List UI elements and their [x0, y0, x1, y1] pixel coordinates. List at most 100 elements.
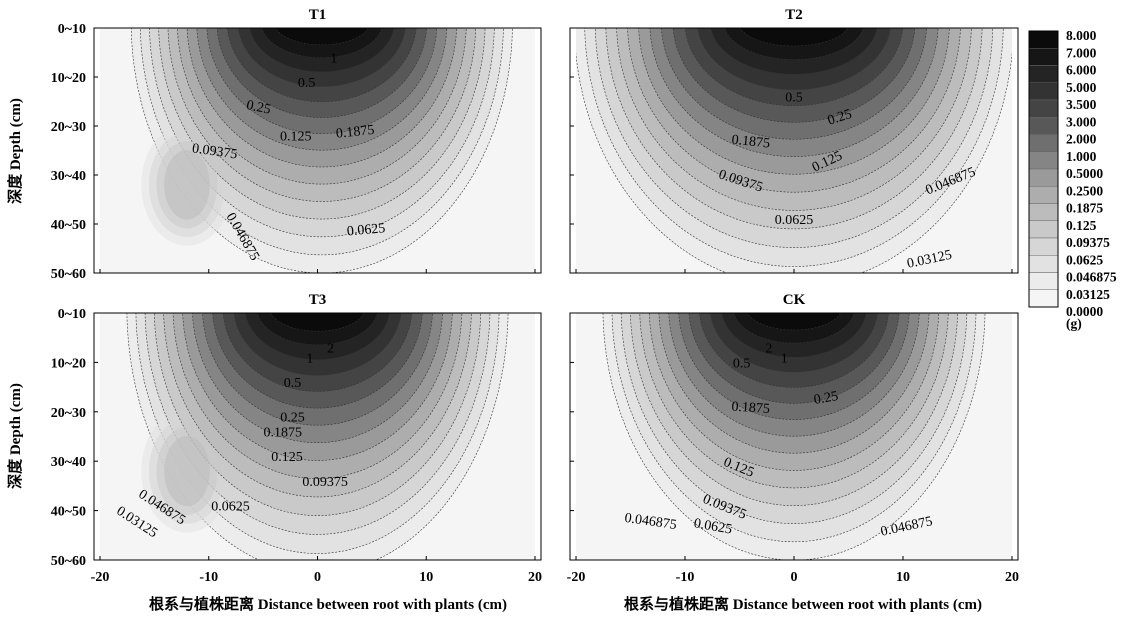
x-tick-label: 0 [791, 570, 798, 585]
colorbar-label: 3.000 [1066, 114, 1097, 129]
contour-label: 0.5 [733, 356, 751, 371]
x-tick-label: 10 [419, 570, 433, 585]
contour-band [270, 313, 365, 332]
colorbar-swatch [1028, 82, 1059, 101]
contour-label: 0.125 [271, 450, 303, 465]
contour-label: 0.5 [298, 76, 316, 91]
y-tick-label: 20~30 [51, 406, 86, 421]
y-tick-label: 50~60 [51, 554, 86, 569]
contour-label: 0.125 [280, 130, 312, 145]
y-tick-label: 10~20 [51, 71, 86, 86]
panel-t1: T1 0~10 10~20 20~30 30~40 40~50 50~60 1 0.5 0.25 0… [51, 7, 542, 282]
x-tick-label: -20 [91, 570, 110, 585]
colorbar-label: 6.000 [1066, 63, 1097, 78]
y-tick-label: 0~10 [58, 22, 86, 37]
colorbar-label: 5.000 [1066, 80, 1097, 95]
colorbar-unit: (g) [1066, 316, 1082, 331]
contour-label: 1 [306, 351, 313, 366]
x-tick-label: -10 [199, 570, 218, 585]
contour-label: 0.25 [280, 411, 305, 426]
colorbar-swatch [1028, 220, 1059, 239]
contour-label: 2 [327, 342, 334, 357]
x-tick-label: 20 [1005, 570, 1019, 585]
colorbar-swatch [1028, 168, 1059, 187]
y-axis-title-bottom: 深度 Depth (cm) [6, 383, 24, 489]
colorbar-swatch [1028, 237, 1059, 256]
y-tick-label: 30~40 [51, 169, 86, 184]
contour-band [275, 28, 369, 46]
colorbar-label: 0.2500 [1066, 183, 1103, 198]
colorbar-swatch [1028, 255, 1059, 273]
colorbar-swatch [1028, 186, 1059, 204]
contour-label: 0.25 [826, 107, 854, 129]
contour-label: 0.1875 [335, 123, 375, 142]
contour-label: 1 [781, 351, 788, 366]
panels-layer: T10~1010~2020~3030~4040~5050~6010.50.250… [51, 7, 1019, 585]
colorbar-legend: 8.000 7.000 6.000 5.000 3.500 3.000 2.000 1.000… [1028, 28, 1117, 331]
colorbar-label: 0.1875 [1066, 201, 1103, 216]
contour-label: 0.1875 [731, 133, 771, 152]
x-tick-label: 20 [528, 570, 542, 585]
colorbar-label: 2.000 [1066, 132, 1097, 147]
colorbar-label: 0.03125 [1066, 287, 1110, 302]
contour-band [747, 313, 841, 331]
colorbar-swatch [1028, 272, 1059, 290]
contour-label: 0.1875 [731, 399, 770, 417]
contour-label: 0.25 [813, 389, 840, 408]
y-tick-label: 10~20 [51, 356, 86, 371]
x-tick-label: -20 [567, 570, 586, 585]
colorbar-swatch [1028, 30, 1059, 49]
contour-fill [100, 28, 535, 273]
contour-label: 0.25 [245, 98, 272, 118]
colorbar-label: 8.000 [1066, 28, 1097, 43]
x-axis-title-left: 根系与植株距离 Distance between root with plant… [149, 595, 507, 613]
panel-title: T1 [309, 7, 327, 23]
colorbar-label: 0.046875 [1066, 270, 1117, 285]
contour-band-tail [164, 435, 210, 507]
x-tick-label: -10 [676, 570, 695, 585]
contour-label: 0.046875 [624, 511, 678, 533]
y-tick-label: 40~50 [51, 505, 86, 520]
y-axis-title-top: 深度 Depth (cm) [6, 98, 24, 204]
colorbar-swatch [1028, 151, 1059, 170]
contour-label: 0.09375 [191, 141, 238, 162]
colorbar-label: 1.000 [1066, 149, 1097, 164]
contour-label: 0.5 [284, 376, 302, 391]
axis-titles: 根系与植株距离 Distance between root with plant… [6, 98, 982, 613]
colorbar-swatch [1028, 289, 1059, 308]
panel-title: CK [783, 292, 806, 308]
contour-label: 0.0625 [211, 500, 250, 515]
colorbar-swatch [1028, 65, 1059, 83]
colorbar-swatch [1028, 203, 1059, 221]
contour-fill [576, 28, 1012, 273]
colorbar-label: 0.0625 [1066, 252, 1103, 267]
colorbar-label: 7.000 [1066, 45, 1097, 60]
y-tick-label: 0~10 [58, 307, 86, 322]
contour-label: 0.0625 [693, 516, 734, 537]
contour-fill [576, 313, 1012, 560]
colorbar-swatch [1028, 134, 1059, 152]
panel-title: T3 [309, 292, 327, 308]
contour-label: 0.09375 [302, 475, 348, 490]
contour-label: 1 [330, 51, 337, 66]
colorbar-swatch [1028, 117, 1059, 135]
x-axis-title-right: 根系与植株距离 Distance between root with plant… [624, 595, 982, 613]
x-tick-label: 10 [896, 570, 910, 585]
contour-label: 0.1875 [263, 426, 302, 441]
contour-label: 0.0625 [775, 213, 814, 228]
colorbar-label: 0.125 [1066, 218, 1097, 233]
colorbar-label: 3.500 [1066, 97, 1097, 112]
x-tick-label: 0 [314, 570, 321, 585]
y-tick-label: 50~60 [51, 267, 86, 282]
colorbar-swatch [1028, 48, 1059, 66]
colorbar-frame [1028, 30, 1059, 308]
contour-band-tail [164, 149, 210, 220]
contour-label: 2 [765, 342, 772, 357]
panel-ck: CK-20 -10 0 10 20210.50.250.18750.1250.09375… [567, 292, 1019, 585]
contour-band [739, 28, 849, 47]
colorbar-label: 0.0000 [1066, 304, 1103, 319]
y-tick-label: 30~40 [51, 455, 86, 470]
